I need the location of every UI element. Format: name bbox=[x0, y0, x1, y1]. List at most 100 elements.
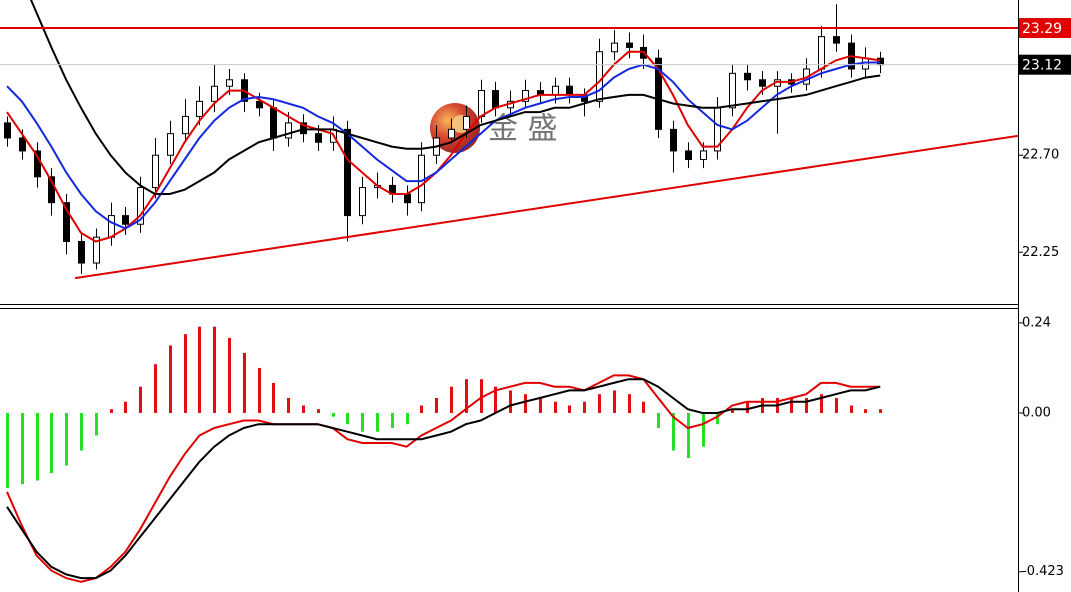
histogram-bar bbox=[835, 397, 838, 413]
histogram-bar bbox=[731, 409, 734, 413]
candle-body bbox=[48, 176, 55, 204]
histogram-bar bbox=[420, 405, 423, 413]
candle-body bbox=[256, 100, 263, 109]
candle-body bbox=[152, 154, 159, 189]
histogram-bar bbox=[687, 412, 690, 459]
candle-body bbox=[729, 72, 736, 109]
histogram-bar bbox=[480, 379, 483, 413]
histogram-bar bbox=[184, 334, 187, 413]
candle-body bbox=[63, 202, 70, 242]
histogram-bar bbox=[6, 412, 9, 489]
watermark: 金 盛 bbox=[430, 103, 558, 153]
candle-body bbox=[492, 90, 499, 109]
panel bbox=[0, 0, 1018, 280]
histogram-bar bbox=[850, 405, 853, 413]
histogram-bar bbox=[657, 412, 660, 428]
candle-body bbox=[463, 115, 470, 130]
y-tick-label: 0.00 bbox=[1022, 405, 1051, 420]
candle-body bbox=[744, 72, 751, 81]
histogram-bar bbox=[554, 401, 557, 413]
histogram-bar bbox=[317, 409, 320, 413]
candle-body bbox=[655, 57, 662, 130]
histogram-bar bbox=[450, 386, 453, 413]
price-tag-label: 23.29 bbox=[1022, 21, 1062, 37]
candle-body bbox=[344, 128, 351, 217]
histogram-bar bbox=[50, 412, 53, 474]
candle-body bbox=[818, 36, 825, 70]
histogram-bar bbox=[746, 401, 749, 413]
candle-body bbox=[211, 85, 218, 102]
histogram-bar bbox=[524, 394, 527, 413]
histogram-bar bbox=[154, 364, 157, 413]
watermark-text: 金 盛 bbox=[488, 112, 558, 147]
histogram-bar bbox=[494, 386, 497, 413]
histogram-bar bbox=[805, 397, 808, 413]
histogram-bar bbox=[198, 326, 201, 413]
histogram-bar bbox=[598, 394, 601, 413]
histogram-bar bbox=[702, 412, 705, 447]
candle-body bbox=[167, 133, 174, 156]
histogram-bar bbox=[864, 409, 867, 413]
histogram-bar bbox=[346, 412, 349, 425]
histogram-bar bbox=[583, 401, 586, 413]
histogram-bar bbox=[406, 412, 409, 425]
histogram-bar bbox=[672, 412, 675, 451]
candle-body bbox=[566, 85, 573, 96]
histogram-bar bbox=[80, 412, 83, 451]
candle-body bbox=[670, 128, 677, 152]
price-tag bbox=[1019, 54, 1071, 75]
histogram-bar bbox=[95, 412, 98, 436]
candle-body bbox=[404, 193, 411, 204]
candle-body bbox=[833, 36, 840, 44]
histogram-bar bbox=[613, 390, 616, 413]
histogram-bar bbox=[465, 379, 468, 413]
histogram-bar bbox=[302, 405, 305, 413]
candle-body bbox=[552, 85, 559, 96]
candle-body bbox=[685, 150, 692, 161]
macd-line bbox=[6, 378, 881, 580]
y-tick-label: 22.25 bbox=[1022, 245, 1059, 260]
price-tag bbox=[1019, 18, 1071, 39]
candle-body bbox=[315, 133, 322, 143]
histogram-bar bbox=[228, 337, 231, 413]
histogram-bar bbox=[716, 412, 719, 425]
moving-average-line bbox=[6, 50, 881, 243]
candle-body bbox=[19, 137, 26, 152]
histogram-bar bbox=[21, 412, 24, 485]
candle-body bbox=[596, 51, 603, 102]
histogram-bar bbox=[790, 397, 793, 413]
histogram-bar bbox=[139, 386, 142, 413]
histogram-bar bbox=[642, 401, 645, 413]
histogram-bar bbox=[169, 345, 172, 413]
candle-body bbox=[759, 79, 766, 87]
histogram-bar bbox=[539, 397, 542, 413]
histogram-bar bbox=[628, 394, 631, 413]
y-tick-label: 22.70 bbox=[1022, 148, 1059, 163]
candle-body bbox=[226, 79, 233, 87]
candle-body bbox=[611, 42, 618, 53]
y-tick-label: -0.423 bbox=[1022, 564, 1064, 579]
candle-body bbox=[196, 100, 203, 117]
histogram-bar bbox=[287, 397, 290, 413]
candle-body bbox=[478, 90, 485, 117]
moving-average-line bbox=[29, 0, 881, 195]
price-tag-label: 23.12 bbox=[1022, 58, 1062, 74]
histogram-bar bbox=[110, 409, 113, 413]
candle-body bbox=[4, 122, 11, 139]
y-tick-label: 0.24 bbox=[1022, 315, 1051, 330]
histogram-bar bbox=[124, 401, 127, 413]
histogram-bar bbox=[435, 397, 438, 413]
candle-body bbox=[108, 215, 115, 238]
histogram-bar bbox=[332, 412, 335, 417]
histogram-bar bbox=[258, 367, 261, 413]
trendline bbox=[74, 134, 1018, 280]
moving-average-line bbox=[6, 61, 881, 230]
candle-body bbox=[522, 90, 529, 102]
candle-body bbox=[270, 107, 277, 139]
panel bbox=[6, 326, 882, 583]
histogram-bar bbox=[65, 412, 68, 466]
histogram-bar bbox=[376, 412, 379, 432]
candle-body bbox=[285, 122, 292, 139]
histogram-bar bbox=[568, 405, 571, 413]
